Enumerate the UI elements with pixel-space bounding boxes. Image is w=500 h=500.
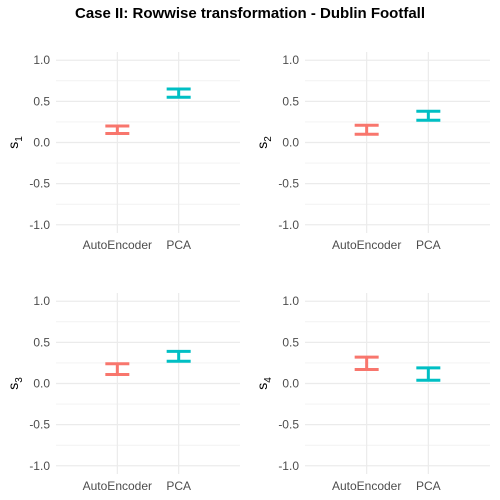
panel-1-ytick-label: 1.0 bbox=[33, 53, 50, 67]
panel-1-ylabel: s1 bbox=[5, 136, 25, 149]
panel-2-xtick-label: PCA bbox=[416, 238, 441, 252]
panel-4-ylabel: s4 bbox=[254, 377, 274, 390]
panel-2-ytick-label: 0.5 bbox=[282, 94, 299, 108]
panel-3-xtick-label: PCA bbox=[166, 479, 191, 493]
panel-3-xtick-label: AutoEncoder bbox=[83, 479, 152, 493]
panel-1-ytick-label: 0.0 bbox=[33, 136, 50, 150]
panel-4-ytick-label: -0.5 bbox=[278, 418, 299, 432]
panel-3-ytick-label: 1.0 bbox=[33, 294, 50, 308]
panel-1-ytick-label: -1.0 bbox=[29, 218, 50, 232]
panel-3-ytick-label: -1.0 bbox=[29, 459, 50, 473]
panel-4-ytick-label: 1.0 bbox=[282, 294, 299, 308]
panel-4-ytick-label: 0.5 bbox=[282, 335, 299, 349]
panel-2-ytick-label: -1.0 bbox=[278, 218, 299, 232]
panel-1-ytick-label: 0.5 bbox=[33, 94, 50, 108]
panel-2-xtick-label: AutoEncoder bbox=[332, 238, 401, 252]
panel-2-ylabel: s2 bbox=[254, 136, 274, 149]
panel-2-ytick-label: 0.0 bbox=[282, 136, 299, 150]
chart-title: Case II: Rowwise transformation - Dublin… bbox=[74, 5, 426, 22]
panel-3-ylabel: s3 bbox=[5, 377, 25, 390]
panel-3-ytick-label: 0.0 bbox=[33, 377, 50, 391]
panel-3-ytick-label: -0.5 bbox=[29, 418, 50, 432]
panel-4-xtick-label: PCA bbox=[416, 479, 441, 493]
panel-4-ytick-label: -1.0 bbox=[278, 459, 299, 473]
panel-1-errorbar-autoencoder bbox=[105, 124, 130, 135]
panel-1-xtick-label: PCA bbox=[166, 238, 191, 252]
panel-3-errorbar-autoencoder bbox=[105, 362, 130, 376]
panel-1-errorbar-pca bbox=[166, 87, 191, 99]
panel-2-ytick-label: -0.5 bbox=[278, 177, 299, 191]
panel-4-errorbar-autoencoder bbox=[354, 355, 379, 372]
panel-3-ytick-label: 0.5 bbox=[33, 335, 50, 349]
panel-2-errorbar-pca bbox=[416, 109, 441, 122]
panel-4-errorbar-pca bbox=[416, 366, 441, 382]
panel-2-errorbar-autoencoder bbox=[354, 123, 379, 136]
panel-2-ytick-label: 1.0 bbox=[282, 53, 299, 67]
panel-4-ytick-label: 0.0 bbox=[282, 377, 299, 391]
panel-4-xtick-label: AutoEncoder bbox=[332, 479, 401, 493]
panel-1-xtick-label: AutoEncoder bbox=[83, 238, 152, 252]
panel-3-errorbar-pca bbox=[166, 349, 191, 363]
panel-1-ytick-label: -0.5 bbox=[29, 177, 50, 191]
